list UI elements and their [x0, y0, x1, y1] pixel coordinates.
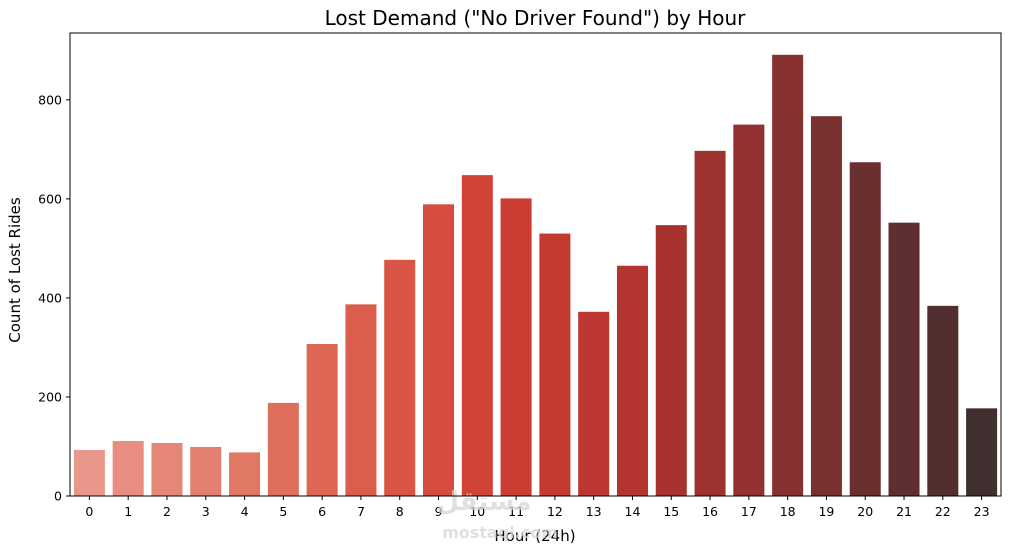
chart-title: Lost Demand ("No Driver Found") by Hour	[325, 6, 747, 30]
bars	[73, 54, 998, 497]
x-tick-label: 21	[896, 504, 912, 519]
bar-hour-10	[461, 175, 493, 496]
x-tick-label: 10	[469, 504, 485, 519]
bar-hour-18	[772, 54, 804, 496]
bar-hour-13	[578, 311, 610, 496]
x-tick-label: 3	[202, 504, 210, 519]
y-tick-label: 400	[38, 290, 62, 305]
x-tick-label: 14	[625, 504, 641, 519]
watermark-latin: mostaql.com	[442, 523, 558, 542]
bar-hour-12	[539, 233, 571, 497]
x-tick-label: 8	[396, 504, 404, 519]
bar-hour-9	[423, 204, 455, 496]
y-axis-label: Count of Lost Rides	[6, 197, 24, 343]
y-tick-label: 200	[38, 389, 62, 404]
x-tick-label: 18	[780, 504, 796, 519]
x-tick-label: 17	[741, 504, 757, 519]
x-tick-label: 19	[818, 504, 834, 519]
bar-hour-4	[229, 452, 261, 496]
x-axis-ticks: 0 1 2 3 4 5 6 7 8 9 10 11 12 13 14 15 16 17 18 19 20 21 22 23	[85, 496, 990, 519]
bar-hour-11	[500, 198, 532, 496]
x-tick-label: 15	[663, 504, 679, 519]
x-tick-label: 7	[357, 504, 365, 519]
x-tick-label: 13	[586, 504, 602, 519]
watermark: مستقل mostaql.com	[436, 487, 557, 542]
x-tick-label: 2	[163, 504, 171, 519]
bar-hour-16	[694, 150, 726, 496]
x-tick-label: 11	[508, 504, 524, 519]
x-tick-label: 12	[547, 504, 563, 519]
x-tick-label: 5	[279, 504, 287, 519]
bar-hour-5	[267, 402, 299, 496]
bar-hour-20	[849, 162, 881, 497]
x-tick-label: 20	[857, 504, 873, 519]
bar-hour-14	[616, 265, 648, 496]
x-tick-label: 23	[974, 504, 990, 519]
bar-hour-7	[345, 304, 377, 496]
bar-hour-0	[73, 449, 105, 496]
bar-hour-17	[733, 124, 765, 497]
bar-hour-1	[112, 441, 144, 496]
x-tick-label: 16	[702, 504, 718, 519]
y-tick-label: 800	[38, 92, 62, 107]
x-tick-label: 0	[85, 504, 93, 519]
bar-hour-15	[655, 225, 687, 496]
bar-hour-6	[306, 343, 338, 496]
x-tick-label: 9	[435, 504, 443, 519]
x-axis-label: Hour (24h)	[494, 527, 575, 545]
x-tick-label: 6	[318, 504, 326, 519]
bar-hour-19	[810, 116, 842, 496]
x-tick-label: 1	[124, 504, 132, 519]
y-tick-label: 0	[54, 489, 62, 504]
x-tick-label: 4	[241, 504, 249, 519]
watermark-arabic: مستقل	[436, 487, 531, 517]
bar-hour-23	[966, 408, 998, 496]
y-tick-label: 600	[38, 191, 62, 206]
bar-hour-3	[190, 446, 222, 496]
bar-hour-21	[888, 222, 920, 496]
x-tick-label: 22	[935, 504, 951, 519]
y-axis-ticks: 0 200 400 600 800	[38, 92, 70, 504]
plot-frame	[69, 32, 1002, 497]
bar-hour-2	[151, 443, 183, 496]
bar-hour-8	[384, 259, 416, 496]
bar-hour-22	[927, 305, 959, 496]
